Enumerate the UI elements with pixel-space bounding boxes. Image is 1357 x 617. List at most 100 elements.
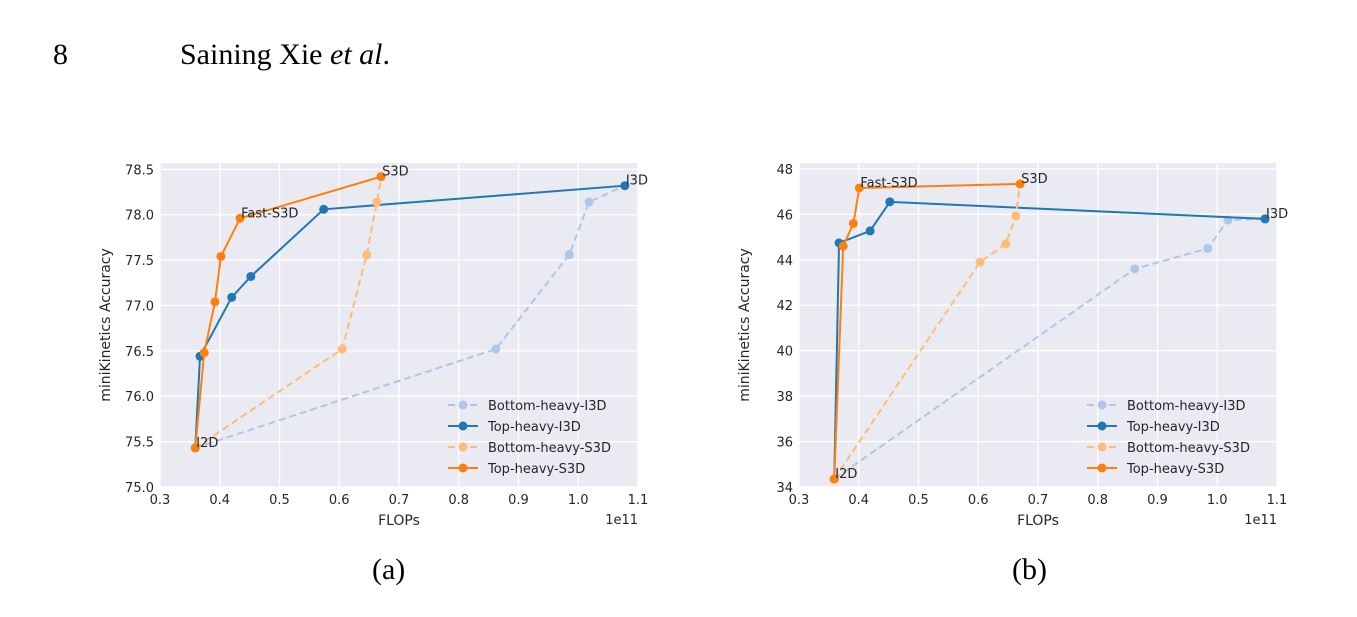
annotation-label: I2D [196, 436, 218, 451]
series-top-heavy-s3d [829, 179, 1025, 484]
data-point [319, 204, 329, 214]
data-point [376, 172, 386, 182]
legend-marker [458, 421, 468, 431]
x-tick-label: 0.8 [448, 493, 469, 508]
data-point [1011, 211, 1021, 221]
data-point [975, 257, 985, 267]
data-point [227, 292, 237, 302]
chart-a: 0.3 0.4 0.5 0.6 0.7 0.8 0.9 1.0 1.1 75.0 75.5 76.0 7… [98, 163, 648, 529]
annotation-label: I3D [1266, 207, 1288, 222]
data-point [865, 226, 875, 236]
y-tick-label: 78.5 [125, 163, 154, 178]
annotation-label: Fast-S3D [241, 206, 298, 221]
data-point [1130, 264, 1140, 274]
y-tick-label: 75.0 [125, 481, 154, 496]
x-offset-label: 1e11 [1244, 513, 1277, 528]
data-point [564, 250, 574, 260]
annotation-label: S3D [382, 165, 409, 180]
x-tick-label: 0.6 [968, 493, 989, 508]
data-point [1001, 239, 1011, 249]
data-point [1203, 243, 1213, 253]
y-tick-label: 40 [776, 345, 793, 360]
data-point [210, 297, 220, 307]
x-axis-label: FLOPs [378, 513, 420, 529]
legend-label: Bottom-heavy-I3D [488, 399, 607, 414]
data-point [216, 251, 226, 261]
series-line [194, 175, 382, 449]
x-tick-label: 0.4 [209, 493, 230, 508]
legend-marker [458, 442, 468, 452]
data-point [199, 348, 209, 358]
x-tick-label: 0.5 [269, 493, 290, 508]
annotation-label: I3D [626, 174, 648, 189]
legend-marker [1097, 400, 1107, 410]
x-tick-label: 1.1 [1267, 493, 1288, 508]
running-header: Saining Xie et al. [180, 38, 390, 72]
x-tick-label: 0.8 [1087, 493, 1108, 508]
y-tick-label: 77.0 [125, 299, 154, 314]
annotation-label: Fast-S3D [860, 176, 917, 191]
x-tick-label: 0.3 [150, 493, 171, 508]
page-number: 8 [53, 38, 68, 71]
series-top-heavy-s3d [190, 172, 386, 453]
y-tick-label: 78.0 [125, 209, 154, 224]
y-tick-label: 48 [776, 163, 793, 178]
data-point [848, 218, 858, 228]
y-tick-label: 36 [776, 436, 793, 451]
y-tick-label: 42 [776, 299, 793, 314]
series-line [194, 176, 383, 449]
data-point [854, 183, 864, 193]
legend-label: Bottom-heavy-S3D [488, 441, 611, 456]
y-axis-label: miniKinetics Accuracy [98, 248, 114, 402]
legend-marker [458, 400, 468, 410]
legend-label: Top-heavy-I3D [487, 420, 581, 435]
legend-label: Top-heavy-S3D [1126, 462, 1224, 477]
x-tick-label: 1.0 [568, 493, 589, 508]
x-tick-label: 0.9 [1147, 493, 1168, 508]
y-tick-label: 77.5 [125, 254, 154, 269]
data-point [1015, 179, 1025, 189]
series-line [194, 184, 626, 449]
x-tick-label: 1.0 [1207, 493, 1228, 508]
legend-label: Bottom-heavy-S3D [1127, 441, 1250, 456]
y-tick-label: 34 [776, 481, 793, 496]
caption-a: (a) [372, 553, 406, 586]
data-point [190, 443, 200, 453]
data-point [829, 474, 839, 484]
data-point [235, 213, 245, 223]
data-point [246, 271, 256, 281]
legend-label: Top-heavy-I3D [1126, 420, 1220, 435]
y-tick-label: 38 [776, 390, 793, 405]
annotation-label: S3D [1021, 172, 1048, 187]
data-point [584, 197, 594, 207]
data-point [620, 181, 630, 191]
y-tick-label: 76.0 [125, 390, 154, 405]
chart-b: 0.3 0.4 0.5 0.6 0.7 0.8 0.9 1.0 1.1 34 36 38 40 42 44 4… [737, 163, 1288, 529]
legend-marker [1097, 442, 1107, 452]
y-tick-label: 75.5 [125, 436, 154, 451]
y-axis-label: miniKinetics Accuracy [737, 248, 753, 402]
x-offset-label: 1e11 [605, 513, 638, 528]
legend-marker [1097, 463, 1107, 473]
data-point [372, 197, 382, 207]
legend-label: Top-heavy-S3D [487, 462, 585, 477]
data-point [491, 344, 501, 354]
legend-marker [458, 463, 468, 473]
data-point [838, 241, 848, 251]
data-point [885, 197, 895, 207]
data-point [362, 250, 372, 260]
data-point [1260, 214, 1270, 224]
x-tick-label: 0.3 [789, 493, 810, 508]
legend-marker [1097, 421, 1107, 431]
x-tick-label: 0.9 [508, 493, 529, 508]
y-tick-label: 44 [776, 254, 793, 269]
running-header-period: . [382, 38, 391, 71]
y-tick-label: 46 [776, 208, 793, 223]
x-tick-label: 0.4 [848, 493, 869, 508]
y-tick-label: 76.5 [125, 345, 154, 360]
x-tick-label: 0.7 [389, 493, 410, 508]
caption-b: (b) [1012, 553, 1047, 586]
x-tick-label: 1.1 [628, 493, 649, 508]
running-header-authors: Saining Xie [180, 38, 323, 71]
